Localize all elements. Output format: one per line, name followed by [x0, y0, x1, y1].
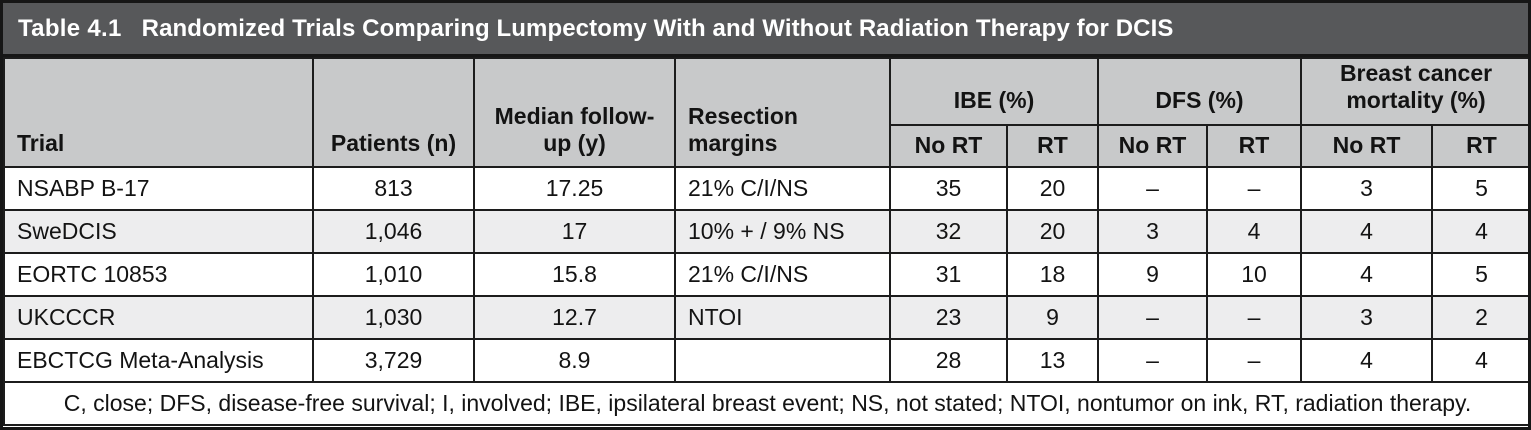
cell-dfs-rt: – — [1205, 338, 1303, 383]
cell-trial: EBCTCG Meta-Analysis — [3, 338, 314, 383]
cell-patients: 3,729 — [312, 338, 475, 383]
cell-dfs-rt: – — [1205, 295, 1303, 340]
col-header-patients: Patients (n) — [312, 57, 475, 168]
cell-patients: 1,010 — [312, 252, 475, 297]
cell-dfs-no-rt: 9 — [1097, 252, 1208, 297]
cell-mortality-rt: 5 — [1431, 166, 1528, 211]
col-header-resection-margins: Resection margins — [674, 57, 891, 168]
cell-ibe-no-rt: 35 — [889, 166, 1008, 211]
cell-resection-margins: 21% C/I/NS — [674, 166, 891, 211]
group-header-dfs: DFS (%) — [1096, 57, 1303, 126]
table-footer: C, close; DFS, disease-free survival; I,… — [3, 381, 1528, 426]
cell-resection-margins — [674, 338, 891, 383]
cell-patients: 813 — [312, 166, 475, 211]
subheader-ibe-no-rt: No RT — [889, 124, 1008, 168]
header-row-groups: Trial Patients (n) Median follow-up (y) … — [3, 57, 1528, 168]
table-row-nsabp-b17: NSABP B-17 813 17.25 21% C/I/NS 35 20 – … — [3, 166, 1528, 211]
footnote-row: C, close; DFS, disease-free survival; I,… — [3, 381, 1528, 426]
subheader-mortality-rt: RT — [1431, 124, 1528, 168]
table-title: Randomized Trials Comparing Lumpectomy W… — [141, 14, 1174, 42]
cell-dfs-rt: 10 — [1205, 252, 1303, 297]
cell-mortality-no-rt: 4 — [1300, 209, 1434, 254]
group-header-breast-cancer-mortality: Breast cancer mortality (%) — [1300, 57, 1528, 126]
cell-trial: EORTC 10853 — [3, 252, 314, 297]
cell-resection-margins: 21% C/I/NS — [674, 252, 891, 297]
cell-ibe-no-rt: 32 — [889, 209, 1008, 254]
cell-dfs-rt: 4 — [1205, 209, 1303, 254]
subheader-mortality-no-rt: No RT — [1300, 124, 1434, 168]
cell-mortality-rt: 5 — [1431, 252, 1528, 297]
cell-ibe-rt: 13 — [1006, 338, 1099, 383]
cell-median-followup: 8.9 — [473, 338, 676, 383]
cell-mortality-rt: 2 — [1431, 295, 1528, 340]
table-row-eortc-10853: EORTC 10853 1,010 15.8 21% C/I/NS 31 18 … — [3, 252, 1528, 297]
cell-median-followup: 17 — [473, 209, 676, 254]
cell-trial: UKCCCR — [3, 295, 314, 340]
header-row-subcolumns: No RT RT No RT RT No RT RT — [4, 124, 1528, 168]
cell-mortality-no-rt: 3 — [1300, 166, 1434, 211]
cell-ibe-no-rt: 31 — [889, 252, 1008, 297]
cell-dfs-no-rt: – — [1097, 166, 1208, 211]
cell-dfs-no-rt: – — [1097, 338, 1208, 383]
cell-ibe-rt: 9 — [1006, 295, 1099, 340]
cell-mortality-rt: 4 — [1431, 338, 1528, 383]
cell-median-followup: 15.8 — [473, 252, 676, 297]
col-header-trial: Trial — [3, 57, 314, 168]
cell-dfs-rt: – — [1205, 166, 1303, 211]
table-body: NSABP B-17 813 17.25 21% C/I/NS 35 20 – … — [3, 166, 1528, 383]
cell-mortality-rt: 4 — [1431, 209, 1528, 254]
subheader-dfs-rt: RT — [1205, 124, 1303, 168]
cell-ibe-no-rt: 23 — [889, 295, 1008, 340]
cell-mortality-no-rt: 4 — [1300, 252, 1434, 297]
cell-ibe-rt: 20 — [1006, 209, 1099, 254]
table-row-ukcccr: UKCCCR 1,030 12.7 NTOI 23 9 – – 3 2 — [3, 295, 1528, 340]
table-row-swedcis: SweDCIS 1,046 17 10% + / 9% NS 32 20 3 4… — [3, 209, 1528, 254]
cell-median-followup: 12.7 — [473, 295, 676, 340]
cell-dfs-no-rt: – — [1097, 295, 1208, 340]
cell-ibe-rt: 20 — [1006, 166, 1099, 211]
table-number: Table 4.1 — [18, 14, 122, 42]
subheader-dfs-no-rt: No RT — [1097, 124, 1208, 168]
cell-patients: 1,046 — [312, 209, 475, 254]
cell-ibe-rt: 18 — [1006, 252, 1099, 297]
trials-table: Trial Patients (n) Median follow-up (y) … — [3, 57, 1528, 426]
subheader-ibe-rt: RT — [1006, 124, 1099, 168]
col-header-median-followup: Median follow-up (y) — [473, 57, 676, 168]
cell-median-followup: 17.25 — [473, 166, 676, 211]
cell-resection-margins: 10% + / 9% NS — [674, 209, 891, 254]
table-title-bar: Table 4.1 Randomized Trials Comparing Lu… — [3, 3, 1528, 57]
cell-dfs-no-rt: 3 — [1097, 209, 1208, 254]
cell-trial: SweDCIS — [3, 209, 314, 254]
cell-patients: 1,030 — [312, 295, 475, 340]
cell-trial: NSABP B-17 — [3, 166, 314, 211]
table-header: Trial Patients (n) Median follow-up (y) … — [3, 57, 1528, 168]
cell-ibe-no-rt: 28 — [889, 338, 1008, 383]
table-row-ebctcg-meta-analysis: EBCTCG Meta-Analysis 3,729 8.9 28 13 – –… — [3, 338, 1528, 383]
cell-resection-margins: NTOI — [674, 295, 891, 340]
group-header-ibe: IBE (%) — [889, 57, 1099, 126]
cell-mortality-no-rt: 4 — [1300, 338, 1434, 383]
table-footnote: C, close; DFS, disease-free survival; I,… — [3, 381, 1528, 426]
cell-mortality-no-rt: 3 — [1300, 295, 1434, 340]
